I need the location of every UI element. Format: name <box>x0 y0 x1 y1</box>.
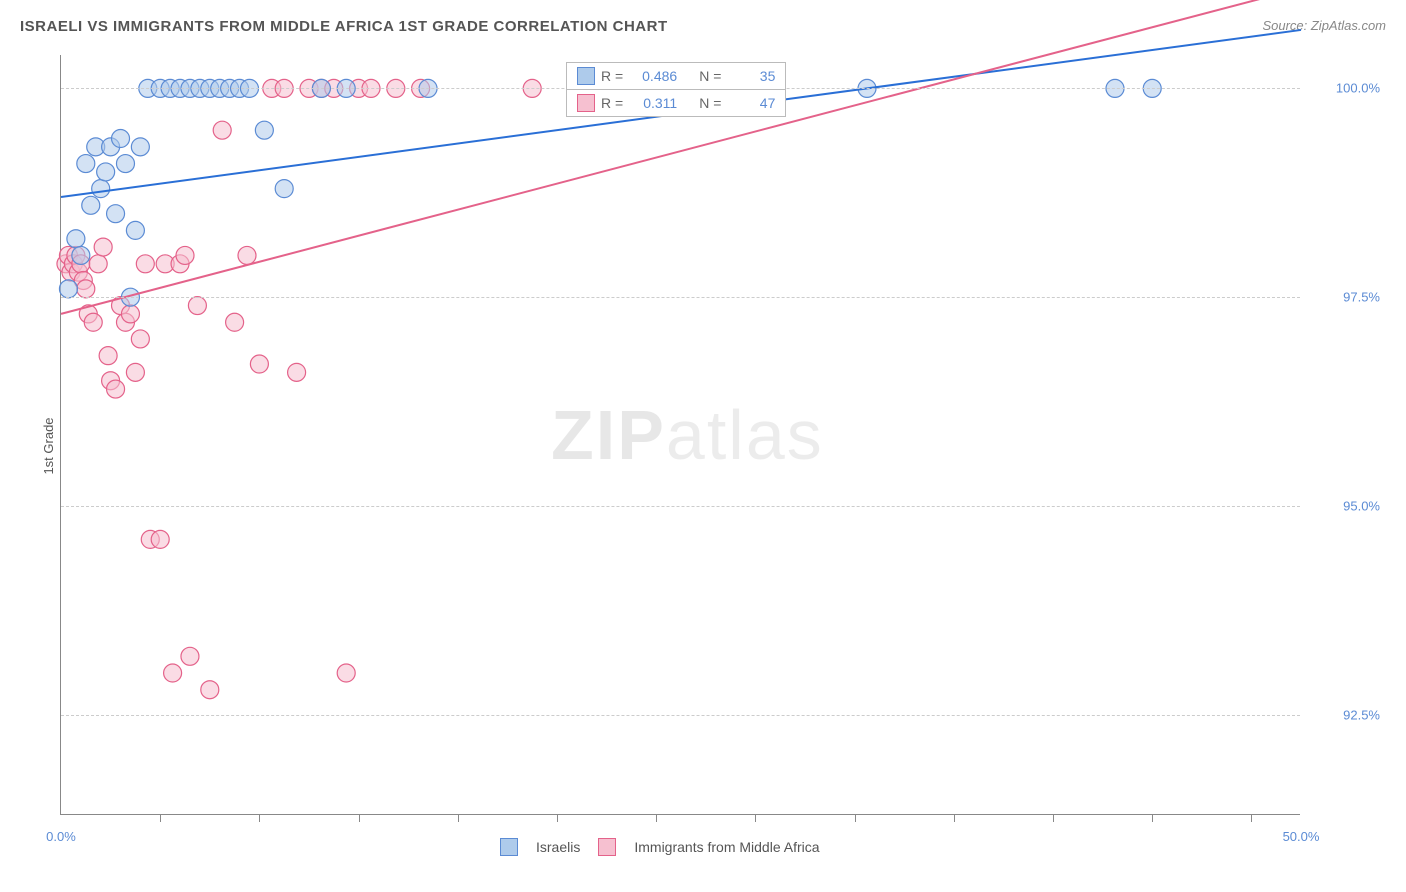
x-minor-tick <box>458 814 459 822</box>
series-legend: Israelis Immigrants from Middle Africa <box>500 838 820 856</box>
data-point <box>116 155 134 173</box>
data-point <box>72 246 90 264</box>
data-point <box>99 347 117 365</box>
data-point <box>97 163 115 181</box>
y-tick-label: 100.0% <box>1336 81 1380 96</box>
data-point <box>107 205 125 223</box>
data-point <box>131 138 149 156</box>
x-minor-tick <box>359 814 360 822</box>
x-minor-tick <box>1251 814 1252 822</box>
plot-svg <box>61 55 1301 815</box>
data-point <box>288 363 306 381</box>
legend-swatch <box>577 94 595 112</box>
x-minor-tick <box>755 814 756 822</box>
data-point <box>94 238 112 256</box>
x-minor-tick <box>1053 814 1054 822</box>
data-point <box>226 313 244 331</box>
data-point <box>92 180 110 198</box>
gridline-h <box>61 715 1300 716</box>
scatter-plot: ZIPatlas 92.5%95.0%97.5%100.0%0.0%50.0% <box>60 55 1300 815</box>
x-minor-tick <box>557 814 558 822</box>
y-tick-label: 92.5% <box>1343 707 1380 722</box>
x-minor-tick <box>855 814 856 822</box>
data-point <box>164 664 182 682</box>
data-point <box>213 121 231 139</box>
data-point <box>77 280 95 298</box>
x-minor-tick <box>160 814 161 822</box>
data-point <box>126 221 144 239</box>
data-point <box>126 363 144 381</box>
data-point <box>151 530 169 548</box>
x-minor-tick <box>1152 814 1153 822</box>
data-point <box>176 246 194 264</box>
data-point <box>201 681 219 699</box>
x-minor-tick <box>656 814 657 822</box>
regression-line <box>61 0 1301 314</box>
x-tick-label: 50.0% <box>1283 829 1320 844</box>
x-tick-label: 0.0% <box>46 829 76 844</box>
data-point <box>89 255 107 273</box>
y-tick-label: 95.0% <box>1343 498 1380 513</box>
data-point <box>59 280 77 298</box>
legend-stat-row: R =0.311N =47 <box>567 90 785 116</box>
data-point <box>84 313 102 331</box>
data-point <box>238 246 256 264</box>
x-minor-tick <box>259 814 260 822</box>
data-point <box>275 180 293 198</box>
legend-series-label: Immigrants from Middle Africa <box>634 839 819 855</box>
correlation-legend: R =0.486N =35R =0.311N =47 <box>566 62 786 117</box>
data-point <box>77 155 95 173</box>
data-point <box>67 230 85 248</box>
gridline-h <box>61 506 1300 507</box>
data-point <box>131 330 149 348</box>
data-point <box>82 196 100 214</box>
legend-swatch <box>500 838 518 856</box>
data-point <box>136 255 154 273</box>
gridline-h <box>61 297 1300 298</box>
legend-swatch <box>598 838 616 856</box>
data-point <box>255 121 273 139</box>
data-point <box>181 647 199 665</box>
data-point <box>337 664 355 682</box>
data-point <box>121 305 139 323</box>
data-point <box>188 297 206 315</box>
legend-swatch <box>577 67 595 85</box>
y-axis-label: 1st Grade <box>41 417 56 474</box>
x-minor-tick <box>954 814 955 822</box>
legend-stat-row: R =0.486N =35 <box>567 63 785 90</box>
chart-title: ISRAELI VS IMMIGRANTS FROM MIDDLE AFRICA… <box>20 18 668 35</box>
source-label: Source: ZipAtlas.com <box>1262 18 1386 33</box>
legend-series-label: Israelis <box>536 839 580 855</box>
data-point <box>107 380 125 398</box>
data-point <box>250 355 268 373</box>
data-point <box>112 130 130 148</box>
y-tick-label: 97.5% <box>1343 290 1380 305</box>
